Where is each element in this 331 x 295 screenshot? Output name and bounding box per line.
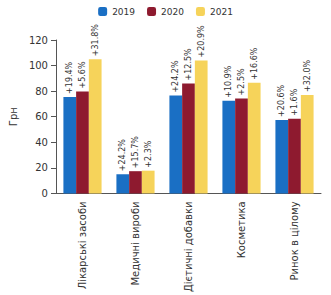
- svg-text:+2.5%: +2.5%: [237, 68, 246, 95]
- svg-text:Медичні вироби: Медичні вироби: [130, 201, 141, 285]
- svg-text:+24.2%: +24.2%: [118, 139, 127, 172]
- svg-text:Дієтичні добавки: Дієтичні добавки: [183, 201, 194, 292]
- svg-text:0: 0: [42, 188, 48, 199]
- svg-text:2021: 2021: [210, 7, 233, 17]
- svg-text:+16.6%: +16.6%: [250, 47, 259, 80]
- svg-text:+10.9%: +10.9%: [224, 65, 233, 98]
- svg-text:+24.2%: +24.2%: [171, 60, 180, 93]
- svg-text:+19.4%: +19.4%: [65, 61, 74, 94]
- svg-text:Лікарські засоби: Лікарські засоби: [77, 201, 88, 289]
- svg-text:+32.0%: +32.0%: [303, 59, 312, 92]
- svg-text:Косметика: Косметика: [236, 201, 247, 258]
- svg-text:+5.6%: +5.6%: [78, 61, 87, 88]
- svg-text:+20.6%: +20.6%: [277, 84, 286, 117]
- svg-text:2019: 2019: [112, 7, 135, 17]
- svg-text:80: 80: [35, 86, 48, 97]
- svg-text:60: 60: [35, 111, 48, 122]
- svg-text:+20.9%: +20.9%: [197, 25, 206, 58]
- svg-text:Грн: Грн: [8, 107, 19, 126]
- svg-text:+15.7%: +15.7%: [131, 136, 140, 169]
- svg-text:+1.6%: +1.6%: [290, 88, 299, 115]
- svg-text:40: 40: [35, 137, 48, 148]
- svg-text:120: 120: [29, 35, 48, 46]
- svg-text:2020: 2020: [161, 7, 184, 17]
- svg-text:20: 20: [35, 162, 48, 173]
- svg-text:100: 100: [29, 60, 48, 71]
- svg-text:+31.8%: +31.8%: [91, 24, 100, 57]
- svg-text:Ринок в цілому: Ринок в цілому: [289, 201, 300, 280]
- svg-text:+12.5%: +12.5%: [184, 48, 193, 81]
- svg-text:+2.3%: +2.3%: [144, 140, 153, 167]
